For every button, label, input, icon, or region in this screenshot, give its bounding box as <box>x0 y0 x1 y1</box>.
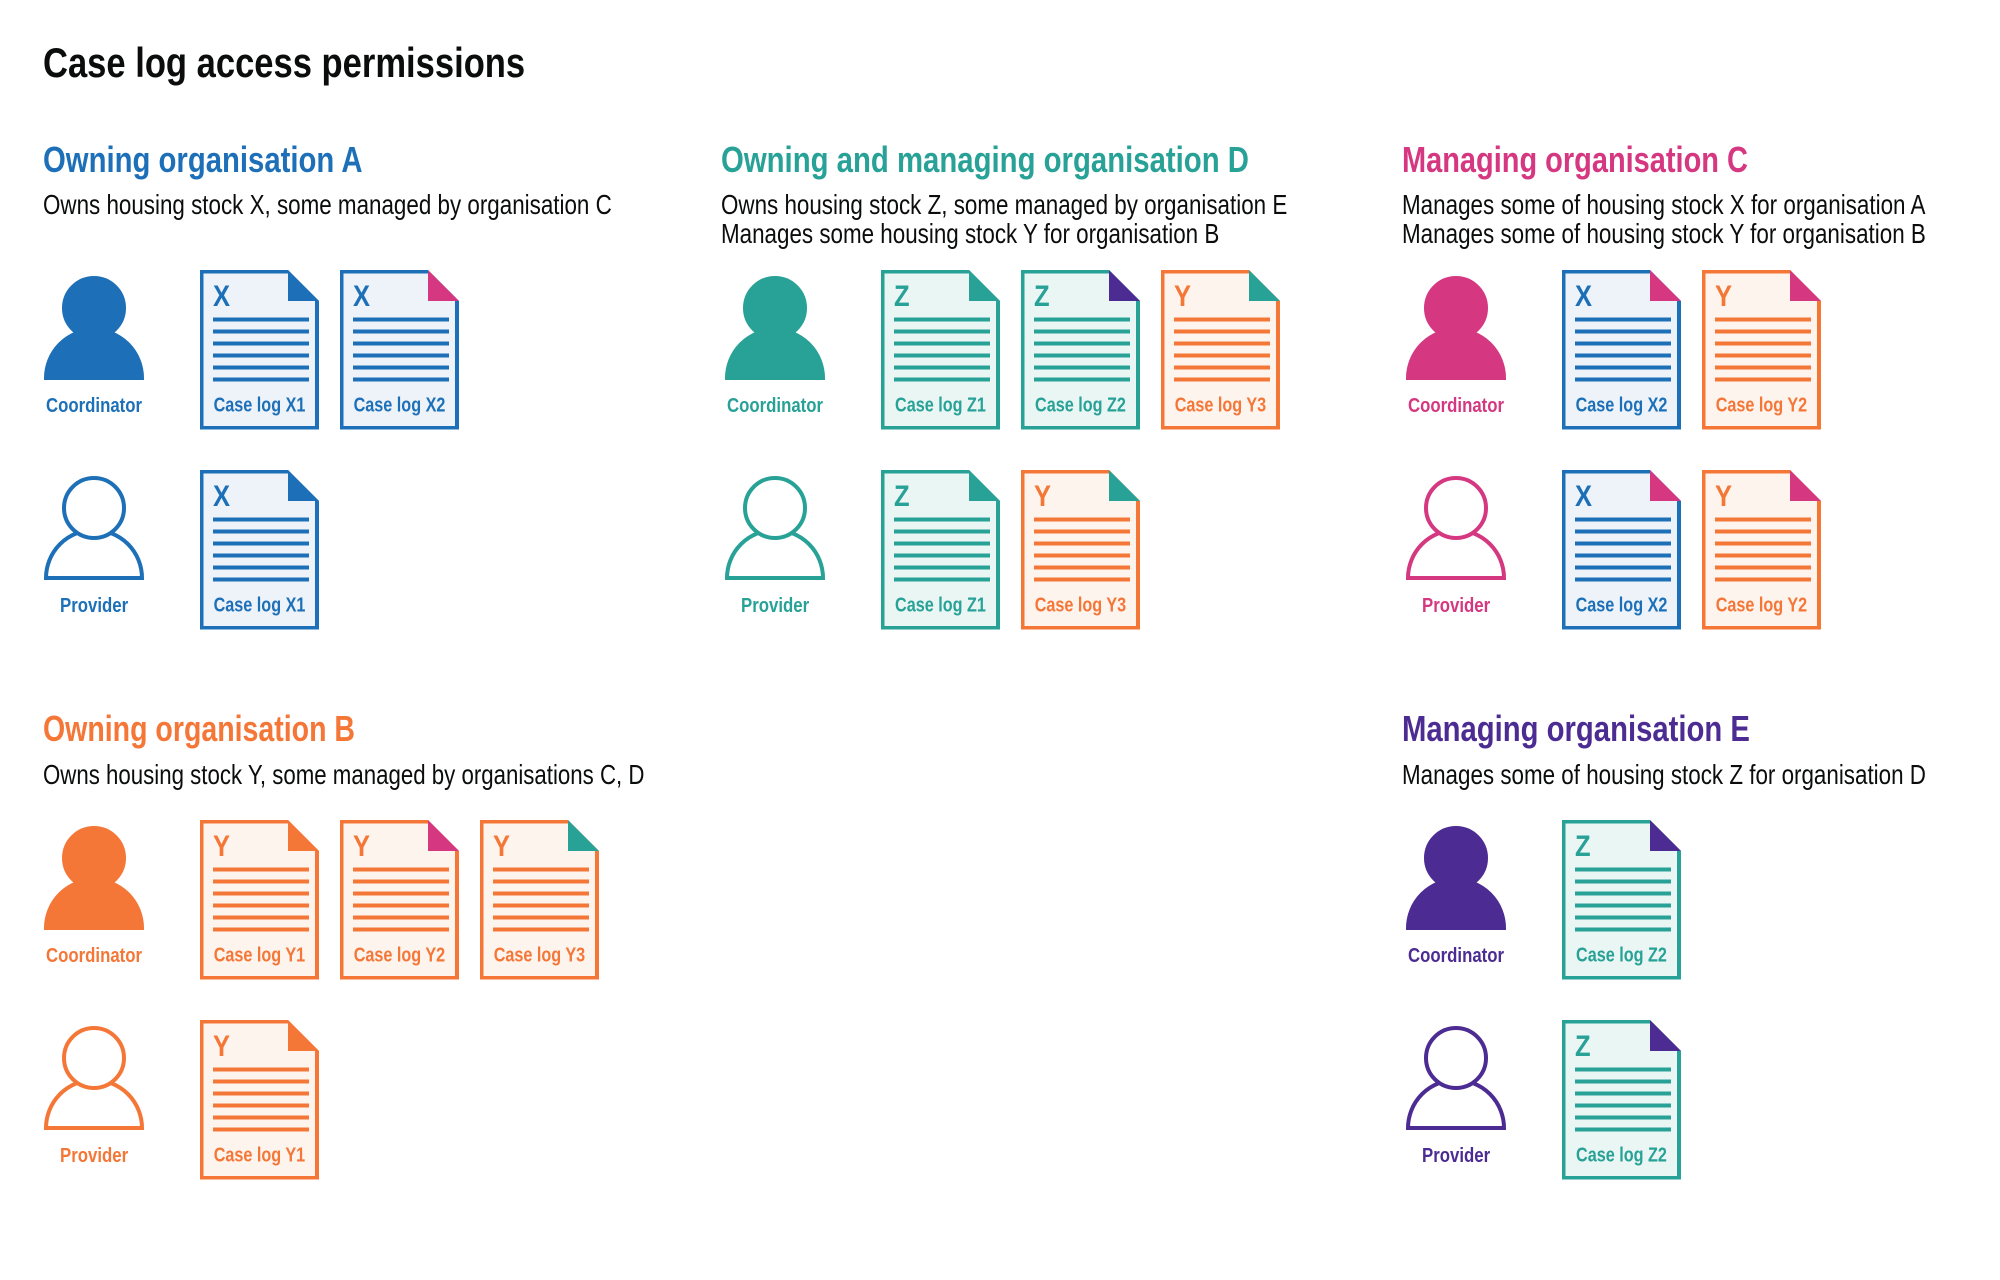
svg-text:Owns housing stock Y, some man: Owns housing stock Y, some managed by or… <box>43 760 644 791</box>
svg-text:Provider: Provider <box>741 593 809 616</box>
svg-text:Case log Y3: Case log Y3 <box>1175 394 1266 416</box>
svg-text:Y: Y <box>493 829 510 862</box>
svg-text:Manages some housing stock Y f: Manages some housing stock Y for organis… <box>721 219 1219 250</box>
svg-text:Z: Z <box>1575 829 1591 862</box>
svg-text:Owns housing stock X, some man: Owns housing stock X, some managed by or… <box>43 190 612 221</box>
svg-text:Owns housing stock Z, some man: Owns housing stock Z, some managed by or… <box>721 190 1287 221</box>
svg-text:Case log Z2: Case log Z2 <box>1576 944 1667 966</box>
svg-text:Case log Z1: Case log Z1 <box>895 594 986 616</box>
svg-text:Z: Z <box>1034 279 1050 312</box>
svg-text:Case log X2: Case log X2 <box>1576 394 1668 416</box>
svg-text:X: X <box>213 479 230 512</box>
svg-text:Managing organisation C: Managing organisation C <box>1402 138 1748 179</box>
svg-text:Coordinator: Coordinator <box>1408 393 1504 416</box>
svg-text:Case log X1: Case log X1 <box>214 394 306 416</box>
svg-text:Z: Z <box>894 279 910 312</box>
svg-text:Y: Y <box>1715 479 1732 512</box>
svg-text:Case log Y2: Case log Y2 <box>1716 394 1807 416</box>
svg-text:Y: Y <box>1034 479 1051 512</box>
svg-text:Y: Y <box>1715 279 1732 312</box>
svg-text:Z: Z <box>894 479 910 512</box>
svg-text:Case log Y3: Case log Y3 <box>1035 594 1126 616</box>
svg-text:Case log Y1: Case log Y1 <box>214 944 305 966</box>
svg-text:Case log Y2: Case log Y2 <box>354 944 445 966</box>
svg-text:Provider: Provider <box>1422 593 1490 616</box>
svg-text:Coordinator: Coordinator <box>727 393 823 416</box>
svg-text:Y: Y <box>213 829 230 862</box>
svg-text:Case log access permissions: Case log access permissions <box>43 40 525 87</box>
svg-text:Owning organisation B: Owning organisation B <box>43 708 355 748</box>
svg-text:X: X <box>213 279 230 312</box>
svg-text:Coordinator: Coordinator <box>46 943 142 966</box>
svg-text:Case log X2: Case log X2 <box>1576 594 1668 616</box>
svg-text:Case log Y3: Case log Y3 <box>494 944 585 966</box>
svg-text:Z: Z <box>1575 1029 1591 1062</box>
svg-text:Provider: Provider <box>1422 1143 1490 1166</box>
svg-text:Case log X2: Case log X2 <box>354 394 446 416</box>
svg-text:Provider: Provider <box>60 593 128 616</box>
svg-text:X: X <box>1575 279 1592 312</box>
svg-text:Manages some of housing stock: Manages some of housing stock Z for orga… <box>1402 760 1926 791</box>
svg-text:X: X <box>353 279 370 312</box>
svg-text:Owning and managing organisati: Owning and managing organisation D <box>721 139 1249 180</box>
svg-text:Case log Y2: Case log Y2 <box>1716 594 1807 616</box>
svg-text:Y: Y <box>1174 279 1191 312</box>
svg-text:Case log X1: Case log X1 <box>214 594 306 616</box>
svg-text:Case log Y1: Case log Y1 <box>214 1144 305 1166</box>
svg-text:Case log Z1: Case log Z1 <box>895 394 986 416</box>
svg-text:Manages some of housing stock: Manages some of housing stock X for orga… <box>1402 190 1926 221</box>
svg-text:Coordinator: Coordinator <box>46 393 142 416</box>
svg-text:X: X <box>1575 479 1592 512</box>
svg-text:Y: Y <box>353 829 370 862</box>
svg-text:Y: Y <box>213 1029 230 1062</box>
svg-text:Manages some of housing stock: Manages some of housing stock Y for orga… <box>1402 219 1926 250</box>
svg-text:Coordinator: Coordinator <box>1408 943 1504 966</box>
svg-text:Case log Z2: Case log Z2 <box>1035 394 1126 416</box>
svg-text:Case log Z2: Case log Z2 <box>1576 1144 1667 1166</box>
svg-text:Owning organisation A: Owning organisation A <box>43 139 363 180</box>
svg-text:Managing organisation E: Managing organisation E <box>1402 708 1750 749</box>
svg-text:Provider: Provider <box>60 1143 128 1166</box>
